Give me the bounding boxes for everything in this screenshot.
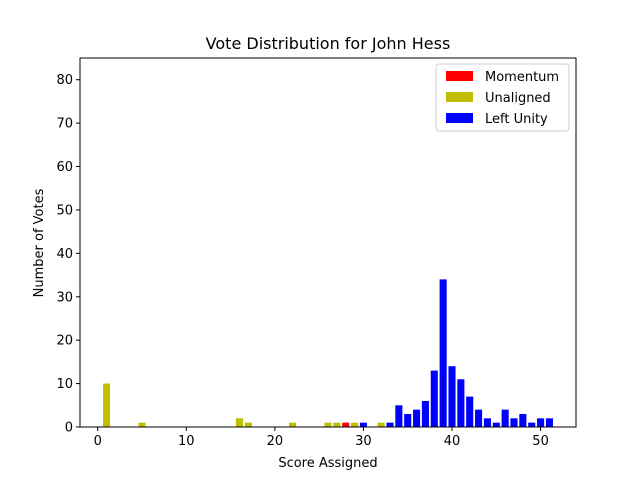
legend-swatch-unaligned bbox=[446, 92, 473, 102]
y-tick-label-20: 20 bbox=[56, 334, 73, 349]
bar-unaligned-5 bbox=[138, 422, 146, 427]
bar-left-unity-36 bbox=[413, 409, 421, 427]
bar-unaligned-17 bbox=[244, 422, 252, 427]
bar-left-unity-33 bbox=[386, 422, 394, 427]
x-tick-label-0: 0 bbox=[94, 434, 102, 449]
bar-left-unity-51 bbox=[545, 418, 553, 427]
bar-left-unity-37 bbox=[421, 400, 429, 427]
bar-unaligned-22 bbox=[289, 422, 297, 427]
x-axis-label: Score Assigned bbox=[278, 456, 377, 471]
y-tick-label-0: 0 bbox=[65, 421, 73, 436]
bar-left-unity-45 bbox=[492, 422, 500, 427]
bar-unaligned-16 bbox=[235, 418, 243, 427]
y-tick-label-80: 80 bbox=[56, 73, 73, 88]
bar-left-unity-48 bbox=[519, 413, 527, 427]
legend-label-unaligned: Unaligned bbox=[485, 91, 551, 106]
x-tick-label-10: 10 bbox=[178, 434, 195, 449]
legend-swatch-left-unity bbox=[446, 113, 473, 123]
bar-left-unity-46 bbox=[501, 409, 509, 427]
y-tick-label-10: 10 bbox=[56, 377, 73, 392]
y-tick-label-40: 40 bbox=[56, 247, 73, 262]
chart-title: Vote Distribution for John Hess bbox=[206, 34, 451, 53]
x-axis-ticks: 0 10 20 30 40 50 bbox=[94, 427, 549, 449]
legend-label-left-unity: Left Unity bbox=[485, 112, 548, 127]
x-tick-label-30: 30 bbox=[355, 434, 372, 449]
y-tick-label-50: 50 bbox=[56, 203, 73, 218]
y-tick-label-60: 60 bbox=[56, 160, 73, 175]
legend-label-momentum: Momentum bbox=[485, 70, 559, 85]
plot-frame bbox=[79, 57, 577, 428]
bar-left-unity-41 bbox=[457, 379, 465, 427]
bar-left-unity-47 bbox=[510, 418, 518, 427]
x-tick-label-20: 20 bbox=[267, 434, 284, 449]
y-tick-label-30: 30 bbox=[56, 290, 73, 305]
bar-left-unity-34 bbox=[395, 405, 403, 427]
bar-unaligned-29 bbox=[351, 422, 359, 427]
bar-left-unity-44 bbox=[483, 418, 491, 427]
bar-unaligned-1 bbox=[103, 383, 111, 427]
legend-swatch-momentum bbox=[446, 71, 473, 81]
bar-unaligned-27 bbox=[333, 422, 341, 427]
bar-unaligned-32 bbox=[377, 422, 385, 427]
x-tick-label-40: 40 bbox=[444, 434, 461, 449]
bar-left-unity-43 bbox=[475, 409, 483, 427]
bar-left-unity-38 bbox=[430, 370, 438, 427]
bar-left-unity-30 bbox=[359, 422, 367, 427]
x-tick-label-50: 50 bbox=[532, 434, 549, 449]
y-axis-label: Number of Votes bbox=[32, 188, 47, 297]
bar-momentum-28 bbox=[342, 422, 350, 427]
y-tick-label-70: 70 bbox=[56, 117, 73, 132]
legend: Momentum Unaligned Left Unity bbox=[435, 63, 570, 132]
bar-left-unity-40 bbox=[448, 366, 456, 427]
bar-left-unity-50 bbox=[537, 418, 545, 427]
bar-left-unity-39 bbox=[439, 279, 447, 427]
bar-left-unity-42 bbox=[466, 396, 474, 427]
bar-left-unity-35 bbox=[404, 413, 412, 427]
bar-left-unity-49 bbox=[528, 422, 536, 427]
bars-group bbox=[103, 279, 553, 427]
y-axis-ticks: 0 10 20 30 40 50 60 70 80 bbox=[56, 73, 80, 436]
bar-unaligned-26 bbox=[324, 422, 332, 427]
